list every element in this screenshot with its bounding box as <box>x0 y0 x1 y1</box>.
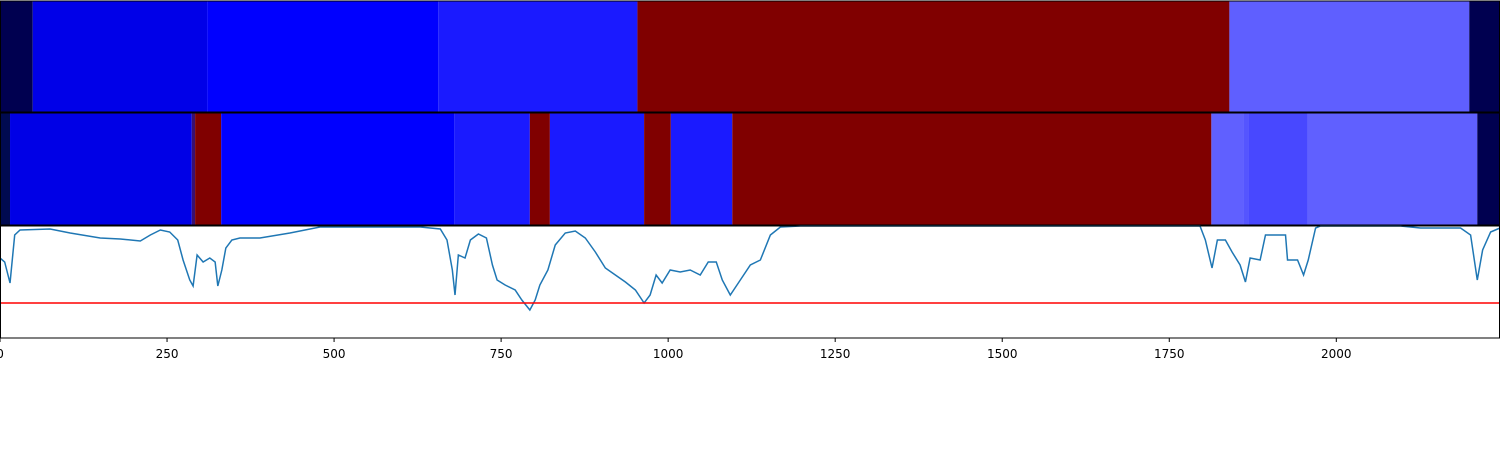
x-tick-label: 1000 <box>653 347 684 361</box>
segment <box>1243 113 1249 225</box>
x-tick-label: 250 <box>156 347 179 361</box>
segment <box>1469 1 1500 112</box>
segment <box>10 113 192 225</box>
segment <box>1229 1 1470 112</box>
segment <box>0 113 11 225</box>
segment <box>1307 113 1478 225</box>
segment <box>454 113 530 225</box>
segment <box>438 1 638 112</box>
x-tick-label: 2000 <box>1321 347 1352 361</box>
x-tick-label: 0 <box>0 347 4 361</box>
segment <box>1211 113 1244 225</box>
segment <box>1477 113 1500 225</box>
segment <box>221 113 455 225</box>
segment <box>1248 113 1308 225</box>
segment <box>0 1 33 112</box>
segment <box>732 113 1212 225</box>
x-tick-label: 1500 <box>987 347 1018 361</box>
x-tick-label: 1750 <box>1154 347 1185 361</box>
segment <box>644 113 671 225</box>
segment <box>529 113 550 225</box>
segment <box>195 113 222 225</box>
segment <box>207 1 439 112</box>
x-tick-label: 750 <box>490 347 513 361</box>
x-tick-label: 1250 <box>820 347 851 361</box>
x-tick-label: 500 <box>323 347 346 361</box>
segment <box>670 113 733 225</box>
data-line <box>0 225 1500 312</box>
segment <box>637 1 1230 112</box>
panel-frame <box>0 225 1500 339</box>
segment <box>191 113 196 225</box>
segment <box>32 1 208 112</box>
segment <box>549 113 645 225</box>
